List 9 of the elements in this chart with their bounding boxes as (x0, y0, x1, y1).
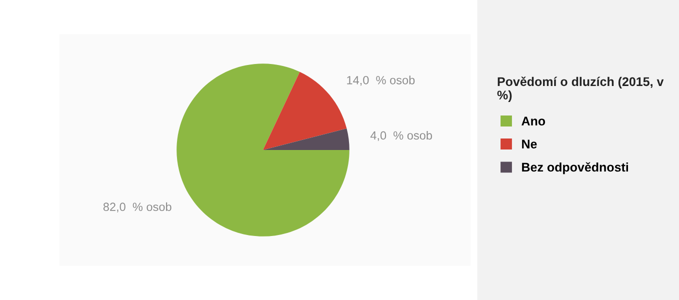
legend-label: Ne (522, 140, 537, 148)
pie-slice (263, 128, 350, 150)
legend-label: Ano (522, 116, 546, 126)
legend-label: Bez odpovědnosti (522, 162, 628, 174)
pie-slice (263, 72, 347, 150)
data-label: 82,0 % osob (103, 202, 172, 212)
data-label: 4,0 % osob (370, 130, 432, 142)
data-label: 14,0 % osob (347, 76, 415, 86)
text: Povědomí o dluzích (2015, v %) (497, 76, 664, 102)
